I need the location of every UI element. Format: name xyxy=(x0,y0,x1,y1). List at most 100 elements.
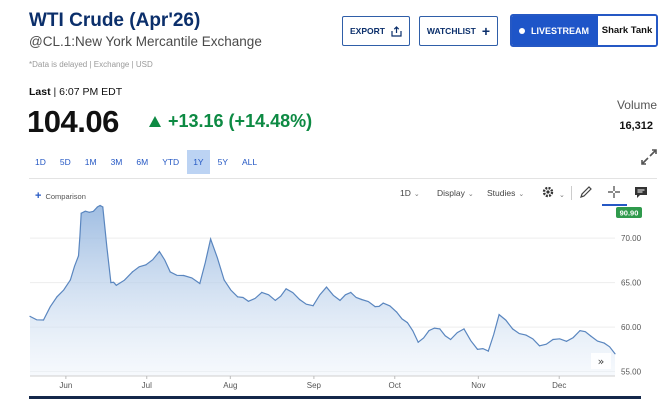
data-point xyxy=(169,271,171,273)
range-5d[interactable]: 5D xyxy=(59,157,71,167)
data-point xyxy=(450,338,452,341)
delayed-note: *Data is delayed | Exchange | USD xyxy=(29,60,153,69)
chart-top-divider xyxy=(29,178,657,179)
export-button[interactable]: EXPORT xyxy=(342,16,410,46)
range-3m[interactable]: 3M xyxy=(110,157,123,167)
data-point xyxy=(396,311,398,313)
double-chevron-right-icon: » xyxy=(598,355,605,368)
livestream-banner[interactable]: LIVESTREAM Shark Tank xyxy=(510,14,658,47)
bottom-divider xyxy=(29,396,641,399)
x-tick-label: Nov xyxy=(471,381,485,390)
range-6m[interactable]: 6M xyxy=(136,157,149,167)
export-icon xyxy=(391,25,402,37)
data-point xyxy=(56,296,58,298)
crosshair-active-indicator xyxy=(602,204,627,206)
data-point xyxy=(406,322,408,324)
studies-label: Studies xyxy=(487,188,516,198)
comparison-label: Comparison xyxy=(45,191,86,201)
data-point xyxy=(285,288,287,290)
interval-label: 1D xyxy=(400,188,411,198)
data-point xyxy=(565,340,568,342)
chevron-down-icon: ⌄ xyxy=(413,191,420,198)
price-change: +13.16 (+14.48%) xyxy=(149,111,312,132)
data-point xyxy=(102,206,104,208)
studies-dropdown[interactable]: Studies ⌄ xyxy=(487,188,524,198)
y-tick-label: 70.00 xyxy=(621,234,642,243)
data-point xyxy=(525,334,527,336)
last-value-text: 90.90 xyxy=(620,209,639,218)
data-point xyxy=(374,306,376,308)
data-point xyxy=(538,345,541,347)
data-point xyxy=(29,315,31,317)
range-1m[interactable]: 1M xyxy=(84,157,97,167)
last-updated: Last | 6:07 PM EDT xyxy=(29,86,122,98)
data-point xyxy=(145,264,147,266)
price-area xyxy=(30,205,615,376)
y-tick-label: 60.00 xyxy=(621,323,642,332)
live-dot-icon xyxy=(519,27,525,34)
x-tick-label: Sep xyxy=(307,381,322,390)
data-point xyxy=(439,328,441,330)
data-point xyxy=(325,286,328,288)
data-point xyxy=(88,211,90,213)
last-prefix: Last xyxy=(29,86,51,98)
comparison-button[interactable]: + Comparison xyxy=(35,190,86,202)
range-all[interactable]: ALL xyxy=(242,157,258,167)
watchlist-button[interactable]: WATCHLIST + xyxy=(419,16,498,46)
range-1d[interactable]: 1D xyxy=(35,157,46,167)
x-tick-label: Jul xyxy=(142,381,152,390)
comment-icon[interactable] xyxy=(634,185,648,199)
expand-icon[interactable] xyxy=(640,148,658,166)
exchange-subtitle: @CL.1:New York Mercantile Exchange xyxy=(29,34,262,49)
data-point xyxy=(603,342,605,344)
data-point xyxy=(77,255,80,257)
data-point xyxy=(463,328,465,330)
watchlist-label: WATCHLIST xyxy=(426,26,476,36)
data-point xyxy=(131,271,133,273)
data-point xyxy=(590,335,592,337)
live-show-name[interactable]: Shark Tank xyxy=(598,16,656,45)
x-tick-label: Oct xyxy=(389,381,402,390)
data-point xyxy=(552,338,554,341)
data-point xyxy=(158,250,160,253)
x-tick-label: Jun xyxy=(59,381,72,390)
display-dropdown[interactable]: Display ⌄ xyxy=(437,188,474,198)
crosshair-icon[interactable] xyxy=(607,185,621,199)
data-point xyxy=(428,330,430,332)
display-label: Display xyxy=(437,188,465,198)
x-tick-label: Dec xyxy=(552,381,566,390)
data-point xyxy=(115,284,117,286)
data-point xyxy=(299,298,301,301)
range-1y[interactable]: 1Y xyxy=(187,150,210,174)
toolbar-divider xyxy=(571,186,572,200)
data-point xyxy=(350,291,352,293)
data-point xyxy=(511,328,514,330)
page-title: WTI Crude (Apr'26) xyxy=(29,10,201,31)
data-point xyxy=(339,299,341,301)
livestream-label: LIVESTREAM xyxy=(531,25,590,36)
chevron-down-icon: ⌄ xyxy=(467,191,474,198)
plus-icon: + xyxy=(35,190,42,202)
data-point xyxy=(96,206,98,208)
data-point xyxy=(312,305,314,307)
data-point xyxy=(614,353,616,355)
range-5y[interactable]: 5Y xyxy=(217,157,228,167)
volume-label: Volume xyxy=(616,98,657,112)
data-point xyxy=(247,300,249,302)
range-ytd[interactable]: YTD xyxy=(162,157,180,167)
scroll-right-button[interactable]: » xyxy=(591,353,611,369)
interval-dropdown[interactable]: 1D ⌄ xyxy=(400,188,420,198)
price-change-value: +13.16 (+14.48%) xyxy=(168,111,313,131)
data-point xyxy=(42,319,45,321)
pencil-draw-icon[interactable] xyxy=(579,185,593,199)
livestream-button[interactable]: LIVESTREAM xyxy=(512,16,598,45)
data-point xyxy=(361,298,363,301)
data-point xyxy=(183,274,185,277)
data-point xyxy=(476,348,479,350)
y-tick-label: 55.00 xyxy=(621,368,642,377)
data-point xyxy=(210,238,212,240)
plus-icon: + xyxy=(481,23,491,39)
data-point xyxy=(417,341,419,343)
settings-gear-icon[interactable] xyxy=(541,185,555,199)
